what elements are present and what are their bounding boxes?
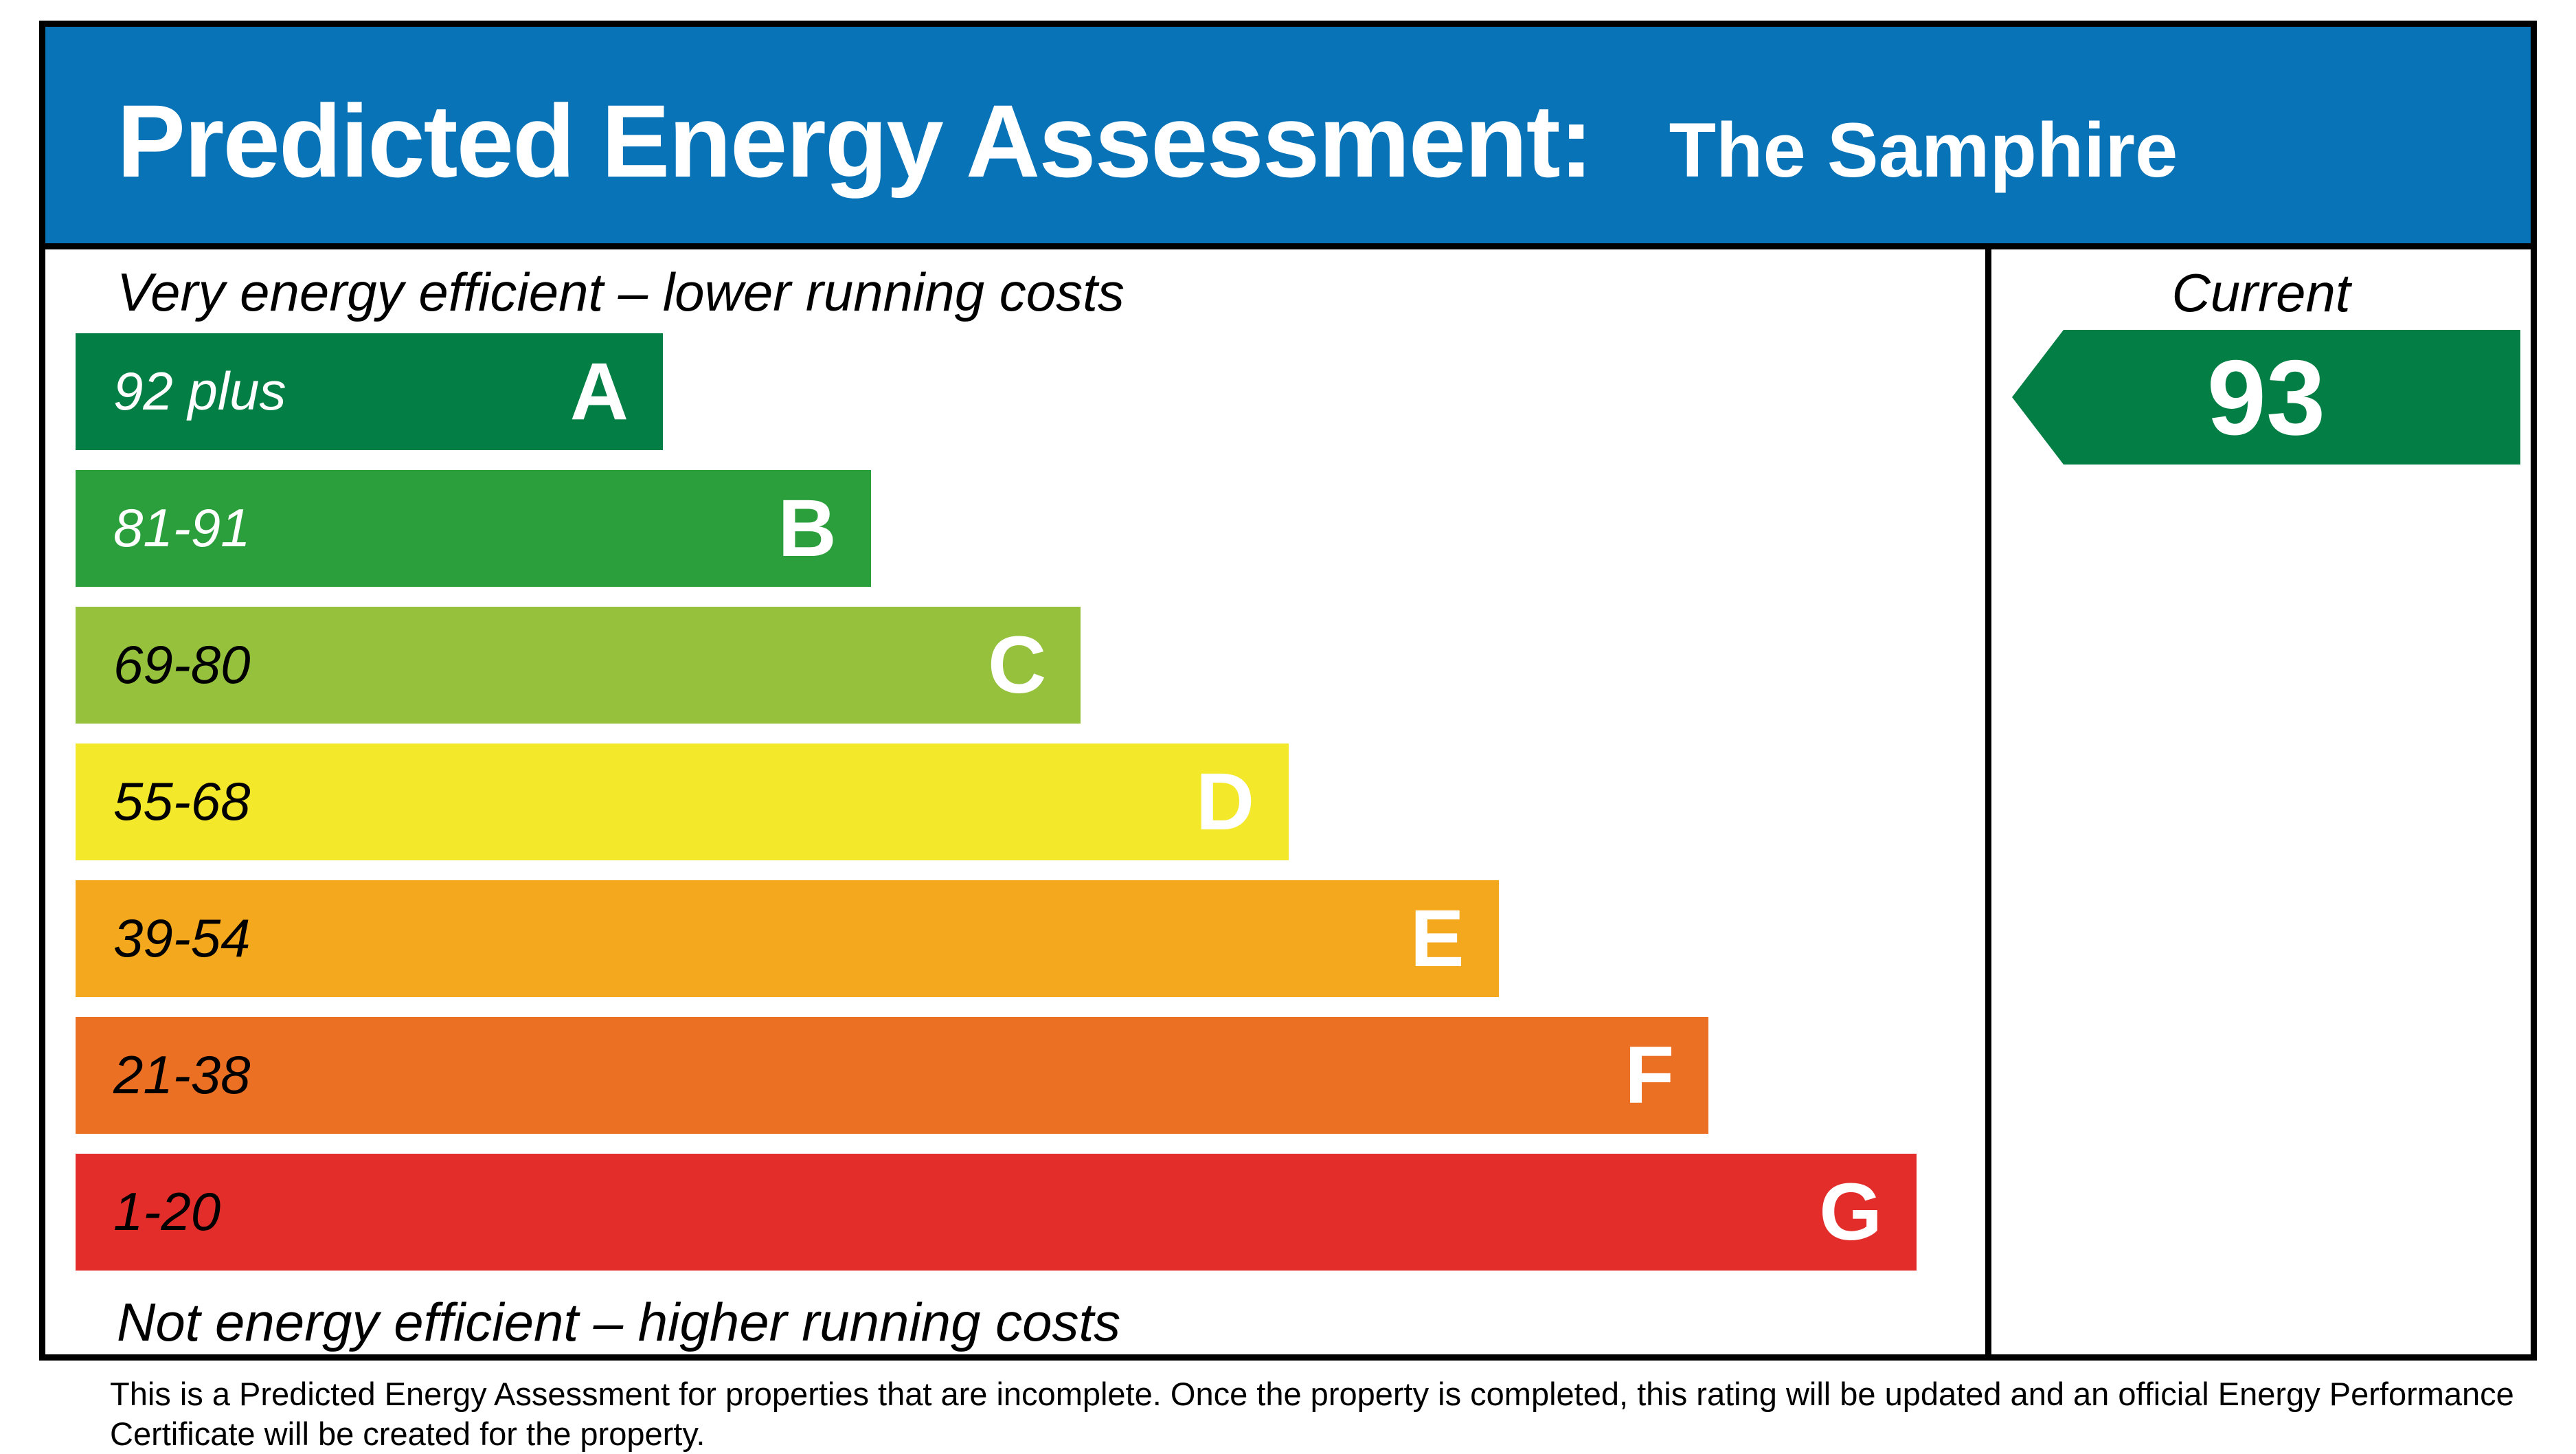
band-letter: A [569, 346, 629, 437]
rating-scale: Very energy efficient – lower running co… [45, 249, 1991, 1354]
band-range-label: 81-91 [113, 497, 251, 559]
current-rating-arrow: 93 [2012, 330, 2520, 465]
property-name: The Samphire [1669, 107, 2178, 193]
rating-band-b: 81-91 B [76, 469, 871, 587]
footer-line-1: This is a Predicted Energy Assessment fo… [110, 1376, 2514, 1412]
band-range-label: 55-68 [113, 771, 251, 832]
chart-body: Very energy efficient – lower running co… [45, 249, 2531, 1354]
band-letter: E [1410, 893, 1465, 984]
band-letter: G [1819, 1166, 1882, 1257]
band-range-label: 21-38 [113, 1044, 251, 1106]
footer-line-2: Certificate will be created for the prop… [110, 1416, 705, 1452]
bands-container: 92 plus A 81-91 B 69-80 C 55-68 D 39-54 … [76, 333, 1917, 1271]
band-range-label: 69-80 [113, 634, 251, 695]
rating-band-d: 55-68 D [76, 743, 1289, 860]
rating-band-c: 69-80 C [76, 606, 1081, 724]
rating-band-f: 21-38 F [76, 1016, 1709, 1134]
rating-band-e: 39-54 E [76, 880, 1499, 997]
current-column-heading: Current [2171, 262, 2351, 323]
epc-frame: Predicted Energy Assessment: The Samphir… [39, 21, 2537, 1361]
band-range-label: 1-20 [113, 1181, 221, 1242]
band-letter: C [988, 619, 1047, 711]
band-letter: F [1625, 1029, 1675, 1121]
rating-band-a: 92 plus A [76, 333, 663, 450]
band-letter: D [1195, 756, 1255, 847]
header-band: Predicted Energy Assessment: The Samphir… [45, 27, 2531, 249]
rating-band-g: 1-20 G [76, 1153, 1917, 1271]
top-note: Very energy efficient – lower running co… [117, 262, 1125, 322]
current-column: Current 93 [1991, 249, 2531, 1354]
current-rating-value: 93 [2206, 337, 2326, 457]
band-letter: B [778, 482, 837, 574]
band-range-label: 39-54 [113, 908, 251, 969]
page-title: Predicted Energy Assessment: [117, 83, 1594, 199]
bottom-note: Not energy efficient – higher running co… [117, 1291, 1121, 1352]
band-range-label: 92 plus [113, 361, 286, 422]
footer-note: This is a Predicted Energy Assessment fo… [110, 1374, 2535, 1454]
